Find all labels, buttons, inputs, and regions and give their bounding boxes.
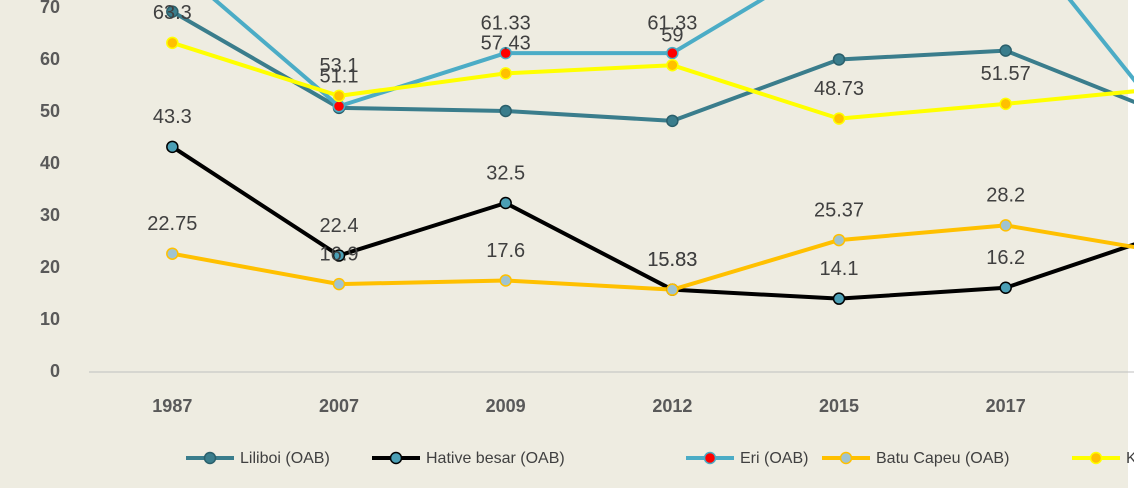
data-label: 32.5 (486, 162, 525, 184)
point (166, 5, 179, 18)
x-tick-label: 2012 (652, 396, 692, 416)
data-label: 15.83 (647, 249, 697, 271)
legend-marker (1089, 451, 1103, 465)
data-label: 25.37 (814, 199, 864, 221)
data-label: 16.2 (986, 247, 1025, 269)
data-label: 63.3 (153, 2, 192, 24)
y-tick-label: 20 (40, 257, 60, 277)
point (999, 281, 1012, 295)
legend-marker (203, 451, 217, 465)
data-label: 51.57 (981, 63, 1031, 85)
point (332, 89, 346, 103)
x-tick-label: 2017 (986, 396, 1026, 416)
y-tick-label: 70 (40, 0, 60, 17)
point (999, 97, 1012, 111)
data-label: 28.2 (986, 185, 1025, 207)
data-label: 61.33 (647, 12, 697, 34)
point (332, 249, 346, 262)
point (332, 277, 346, 291)
legend-label: Eri (OAB) (740, 450, 808, 467)
legend-marker (703, 451, 717, 465)
point (666, 114, 679, 128)
point (999, 44, 1012, 57)
point (666, 283, 679, 296)
point (832, 53, 846, 66)
data-label: 22.75 (147, 213, 197, 235)
data-label: 48.73 (814, 78, 864, 100)
legend-label: K (1126, 450, 1134, 467)
legend-marker (839, 451, 853, 465)
data-label: 59 (661, 24, 683, 46)
point (166, 247, 179, 260)
y-tick-label: 10 (40, 309, 60, 329)
point (166, 140, 179, 154)
point (666, 58, 679, 72)
y-tick-label: 50 (40, 101, 60, 121)
data-label: 22.4 (320, 215, 359, 237)
data-label: 51.1 (320, 66, 359, 88)
legend-label: Batu Capeu (OAB) (876, 450, 1009, 467)
x-tick-label: 1987 (152, 396, 192, 416)
point (499, 196, 512, 210)
point (499, 104, 512, 118)
point (166, 36, 179, 50)
data-label: 15.83 (647, 249, 697, 271)
data-label: 16.9 (320, 243, 359, 265)
data-label: 53.1 (320, 55, 359, 77)
data-label: 14.1 (820, 258, 859, 280)
point (999, 219, 1012, 232)
point (499, 274, 512, 287)
y-tick-label: 30 (40, 205, 60, 225)
point (666, 46, 679, 60)
x-tick-label: 2015 (819, 396, 859, 416)
legend-label: Liliboi (OAB) (240, 450, 330, 467)
point (499, 67, 512, 80)
point (832, 233, 846, 247)
plot: 0 10 20 30 40 50 60 70 1987 2007 2009 2012 2015 2017 4… (40, 0, 1134, 467)
data-label: 17.6 (486, 240, 525, 262)
data-label: 43.3 (153, 106, 192, 128)
point (332, 100, 346, 113)
x-tick-label: 2009 (486, 396, 526, 416)
point (499, 46, 512, 60)
data-label: 57.43 (481, 33, 531, 55)
point (832, 292, 846, 305)
legend-label: Hative besar (OAB) (426, 450, 565, 467)
data-label: 61.33 (481, 12, 531, 34)
y-tick-label: 40 (40, 153, 60, 173)
y-tick-label: 60 (40, 49, 60, 69)
x-tick-label: 2007 (319, 396, 359, 416)
legend-marker (389, 451, 403, 465)
y-tick-label: 0 (50, 361, 60, 381)
point (832, 112, 846, 125)
